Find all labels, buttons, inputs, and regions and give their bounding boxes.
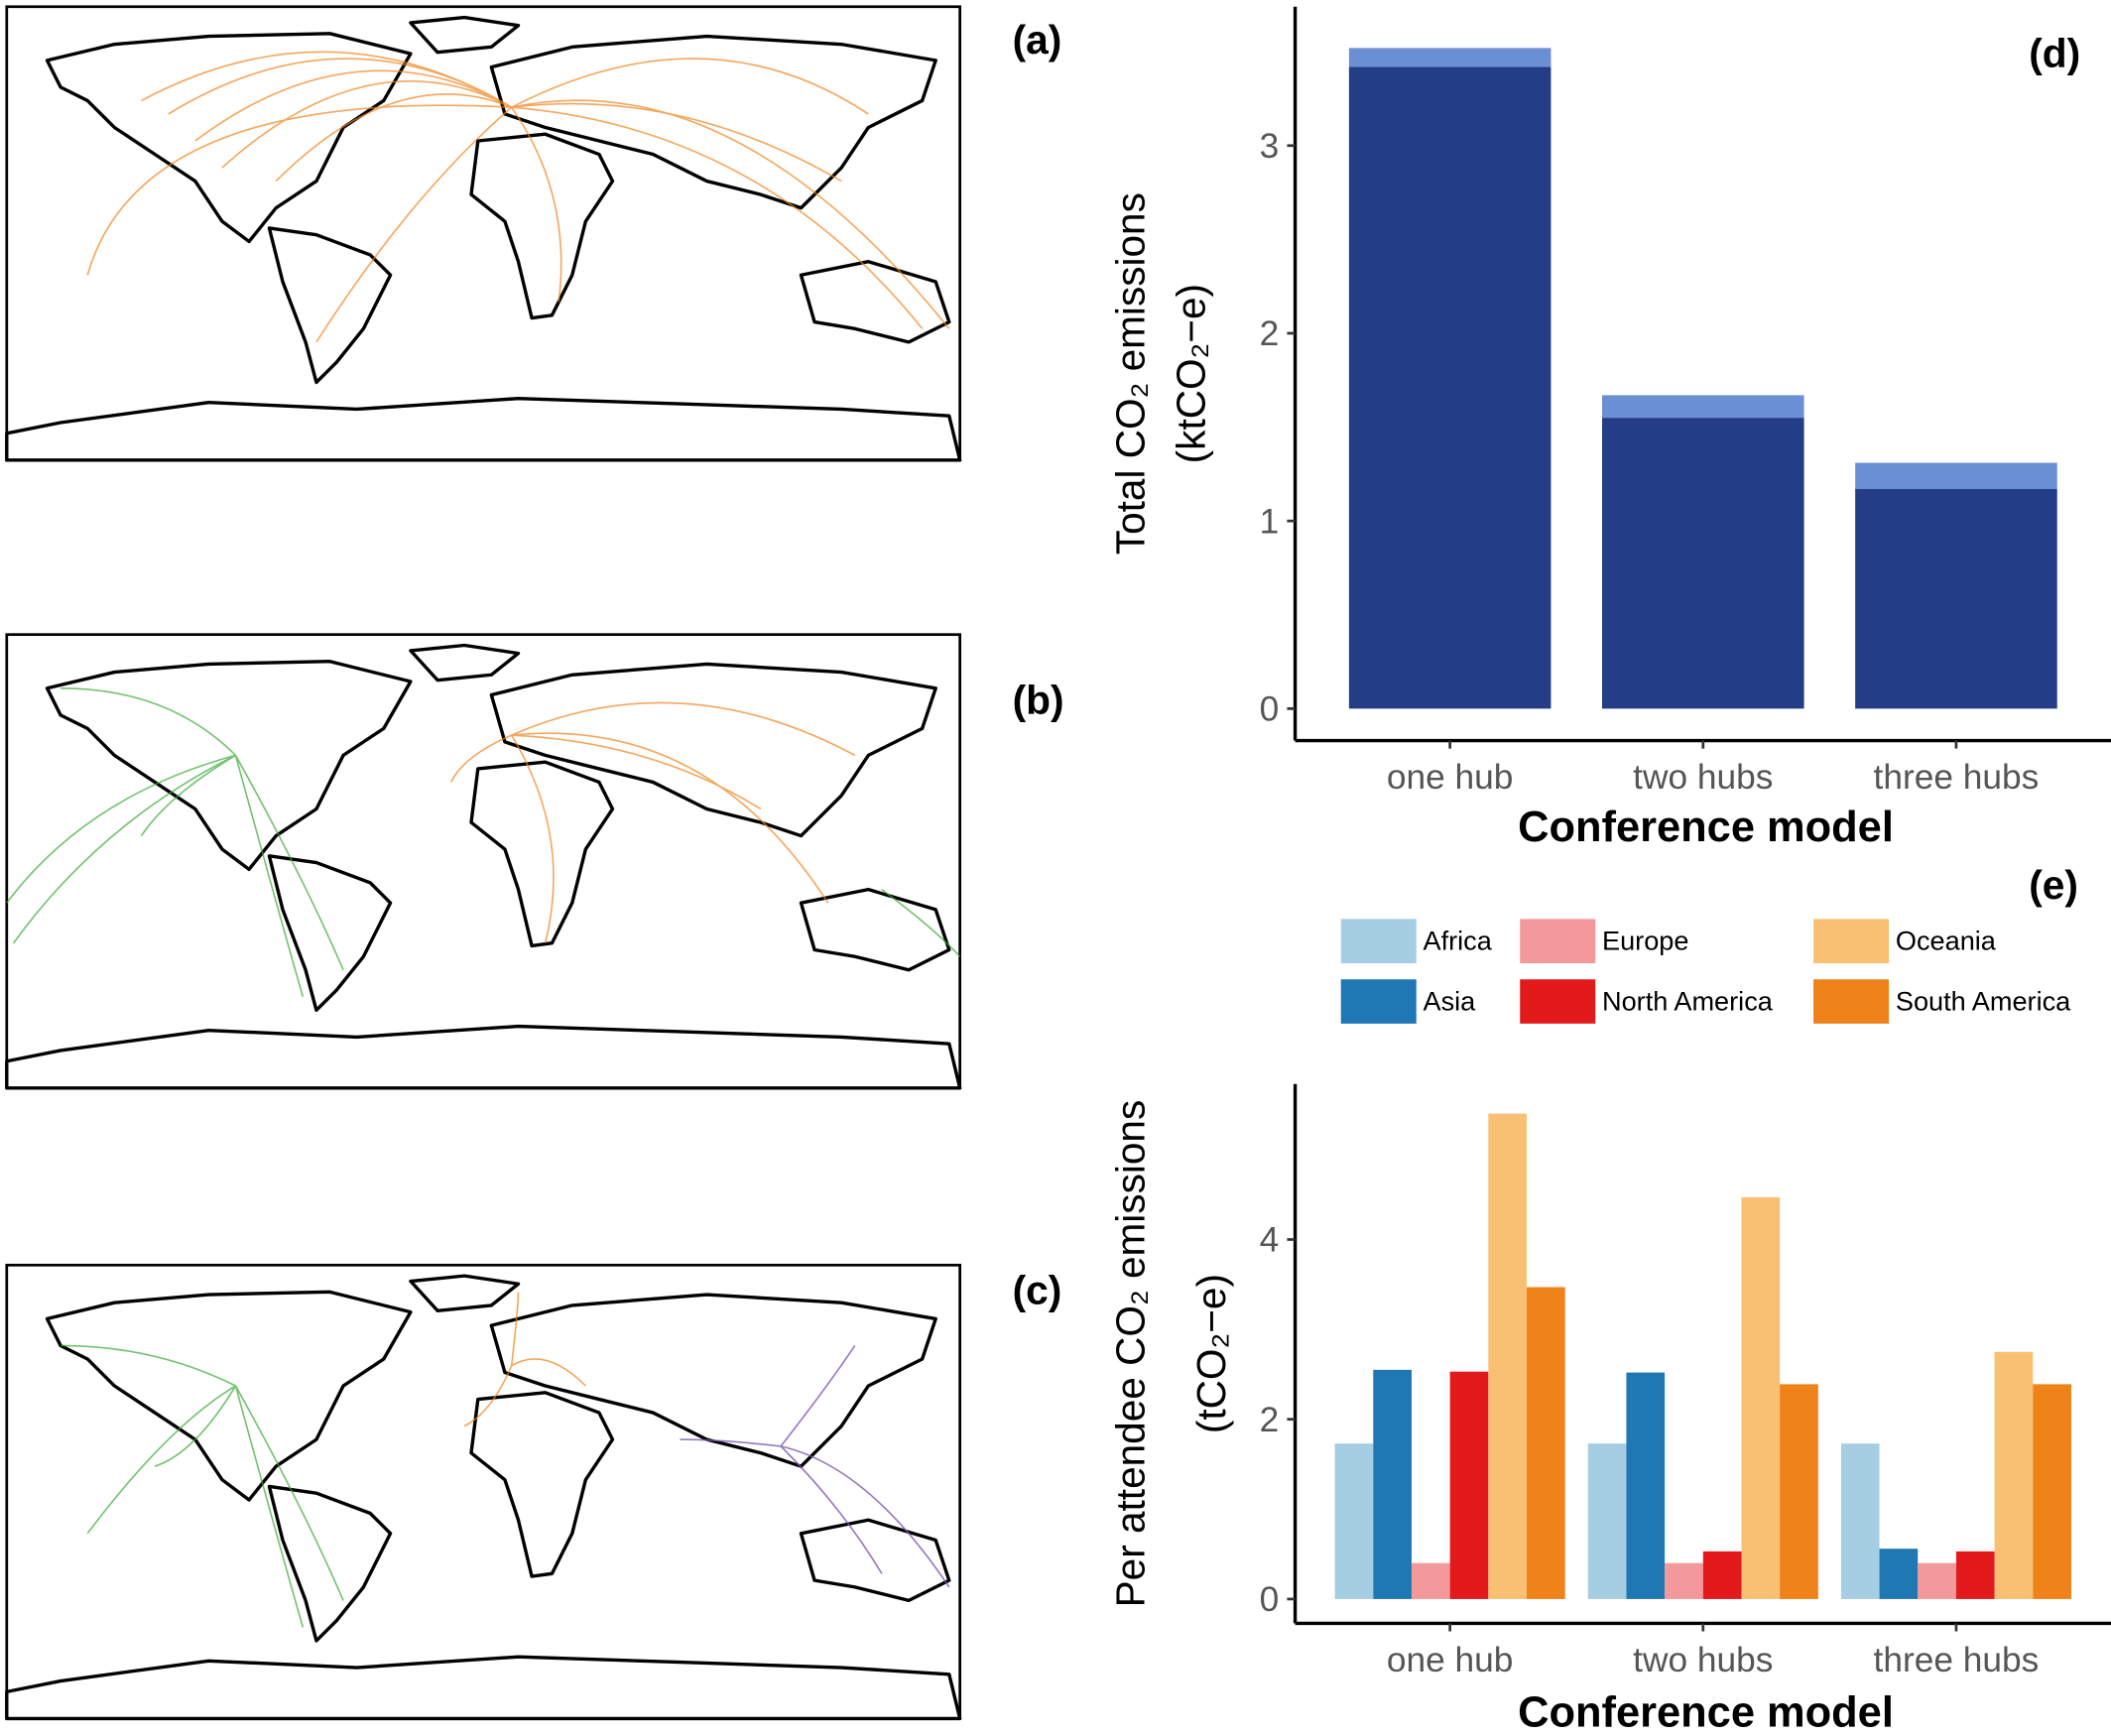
y-axis-unit: (ktCO₂−e) — [1169, 284, 1214, 463]
panel-label: (c) — [1013, 1268, 1062, 1313]
bar — [1879, 1549, 1919, 1599]
bar-segment — [1855, 462, 2057, 489]
x-tick-label: three hubs — [1874, 758, 2040, 797]
x-axis-title: Conference model — [1518, 1689, 1894, 1736]
x-tick-label: one hub — [1387, 758, 1514, 797]
y-tick-label: 2 — [1260, 1401, 1280, 1439]
bar — [1449, 1371, 1489, 1599]
legend-label: Africa — [1424, 926, 1493, 956]
legend-swatch — [1813, 919, 1890, 964]
legend-label: Europe — [1602, 926, 1688, 956]
y-axis-title: Per attendee CO₂ emissions — [1108, 1100, 1154, 1608]
bar — [1587, 1443, 1627, 1599]
bar-segment — [1855, 488, 2057, 709]
bar — [1527, 1287, 1565, 1599]
charts: 0 1 2 3 one hub two hubs three hubs Conference … — [1108, 6, 2111, 1736]
bar-segment — [1602, 418, 1804, 709]
legend-swatch — [1340, 979, 1417, 1024]
x-tick-label: two hubs — [1633, 758, 1773, 797]
panel-label: (a) — [1013, 17, 1062, 62]
map-b — [5, 632, 962, 1090]
bar — [1918, 1562, 1956, 1599]
bar — [1373, 1369, 1412, 1599]
bar-segment — [1602, 395, 1804, 419]
x-tick-label: two hubs — [1633, 1641, 1773, 1679]
map-c — [5, 1263, 962, 1721]
bar — [1702, 1550, 1742, 1599]
y-tick-label: 1 — [1260, 502, 1280, 541]
legend-swatch — [1520, 919, 1596, 964]
y-tick-label: 3 — [1260, 127, 1280, 166]
legend-swatch — [1340, 919, 1417, 964]
legend-label: North America — [1602, 985, 1774, 1016]
x-tick-label: one hub — [1387, 1641, 1514, 1679]
map-a — [5, 5, 962, 462]
x-axis-title: Conference model — [1518, 804, 1894, 851]
bar — [1334, 1443, 1374, 1599]
legend-label: Oceania — [1896, 926, 1997, 956]
legend-label: South America — [1896, 985, 2071, 1016]
bar — [2033, 1384, 2071, 1599]
bar — [1994, 1351, 2034, 1599]
bar — [1741, 1196, 1781, 1599]
legend-swatch — [1813, 979, 1890, 1024]
bar-segment — [1348, 48, 1552, 67]
bar — [1955, 1550, 1995, 1599]
bar — [1626, 1372, 1666, 1599]
bar — [1665, 1562, 1703, 1599]
bar — [1488, 1113, 1527, 1599]
panel-label: (b) — [1013, 678, 1064, 723]
y-tick-label: 0 — [1260, 690, 1280, 729]
x-tick-label: three hubs — [1874, 1641, 2040, 1679]
y-axis-unit: (tCO₂−e) — [1188, 1274, 1234, 1433]
bar — [1411, 1562, 1450, 1599]
y-tick-label: 2 — [1260, 314, 1280, 353]
panel-label: (d) — [2029, 31, 2080, 76]
y-tick-label: 4 — [1260, 1221, 1280, 1260]
legend-label: Asia — [1424, 985, 1477, 1016]
y-axis-title: Total CO₂ emissions — [1108, 192, 1154, 555]
y-tick-label: 0 — [1260, 1580, 1280, 1619]
panel-label: (e) — [2029, 862, 2078, 908]
bar — [1780, 1384, 1818, 1599]
legend-swatch — [1520, 979, 1596, 1024]
bar-segment — [1348, 66, 1552, 709]
bar — [1840, 1443, 1880, 1599]
